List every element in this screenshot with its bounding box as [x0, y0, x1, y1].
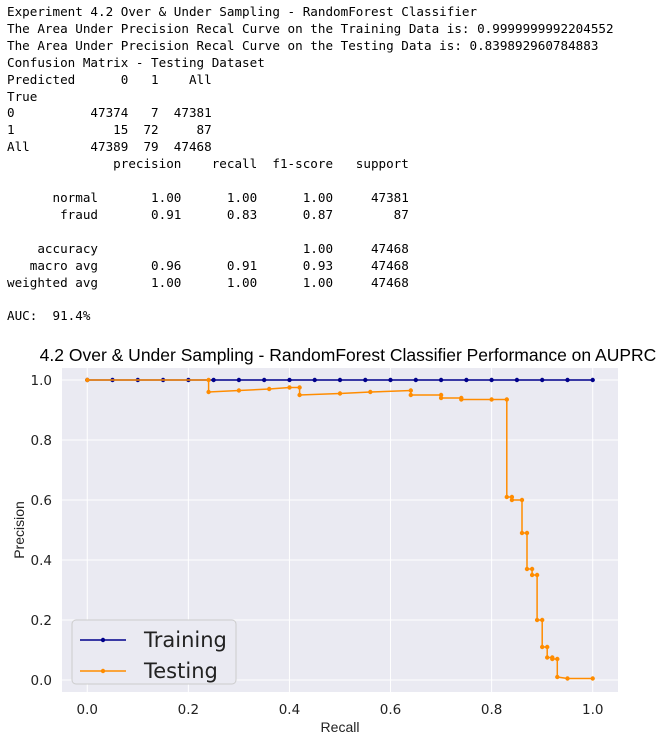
- console-line: macro avg 0.96 0.91 0.93 47468: [7, 257, 409, 273]
- console-line: 1 15 72 87: [7, 122, 212, 138]
- x-tick-label: 0.0: [77, 702, 98, 718]
- series-testing: [85, 377, 595, 681]
- console-output: Experiment 4.2 Over & Under Sampling - R…: [7, 4, 614, 325]
- data-point: [524, 566, 530, 572]
- data-point: [550, 656, 555, 662]
- legend-label: Training: [143, 628, 227, 652]
- data-point: [85, 377, 90, 383]
- data-point: [519, 530, 525, 536]
- data-point: [534, 617, 540, 623]
- data-point: [413, 377, 418, 383]
- tick-labels: 0.0 0.2 0.4 0.6 0.8 1.0 0.0 0.2 0.4 0.6 0.8 1.0: [31, 373, 604, 718]
- data-point: [534, 572, 540, 578]
- series-layer: [85, 377, 595, 681]
- data-point: [388, 377, 393, 383]
- data-point: [509, 497, 515, 503]
- data-point: [206, 377, 211, 383]
- data-point: [368, 389, 373, 395]
- data-point: [504, 494, 509, 500]
- console-line: normal 1.00 1.00 1.00 47381: [7, 189, 409, 205]
- data-point: [297, 392, 302, 398]
- console-line: AUC: 91.4%: [7, 308, 91, 324]
- x-tick-label: 0.2: [178, 702, 199, 718]
- y-tick-label: 0.4: [31, 553, 52, 569]
- data-point: [438, 395, 444, 401]
- data-point: [540, 644, 545, 650]
- x-axis-label: Recall: [321, 719, 360, 735]
- console-line: The Area Under Precision Recal Curve on …: [7, 20, 614, 36]
- data-point: [529, 572, 535, 578]
- console-line: fraud 0.91 0.83 0.87 87: [7, 206, 409, 222]
- data-point: [236, 377, 242, 383]
- data-point: [519, 497, 525, 503]
- data-point: [565, 676, 570, 681]
- data-point: [297, 385, 302, 390]
- data-point: [464, 377, 469, 383]
- console-line: True: [7, 88, 38, 104]
- data-point: [206, 389, 211, 395]
- x-tick-label: 0.8: [481, 702, 502, 718]
- data-point: [337, 377, 343, 383]
- pr-curve-chart: 4.2 Over & Under Sampling - RandomForest…: [11, 345, 657, 735]
- console-line: Experiment 4.2 Over & Under Sampling - R…: [7, 4, 478, 19]
- y-axis-label: Precision: [11, 501, 27, 559]
- data-point: [287, 377, 292, 383]
- data-point: [459, 397, 464, 402]
- data-point: [529, 566, 535, 572]
- data-point: [312, 377, 317, 383]
- legend: Training Testing: [71, 619, 237, 685]
- data-point: [211, 377, 216, 383]
- data-point: [408, 392, 413, 398]
- console-line: accuracy 1.00 47468: [7, 240, 409, 256]
- data-point: [540, 377, 545, 383]
- data-point: [545, 655, 550, 660]
- data-point: [524, 530, 530, 536]
- data-point: [337, 391, 343, 396]
- data-point: [236, 388, 242, 393]
- console-line: precision recall f1-score support: [7, 156, 409, 172]
- data-point: [489, 377, 494, 383]
- console-line: The Area Under Precision Recal Curve on …: [7, 37, 599, 53]
- data-point: [438, 377, 444, 383]
- console-line: weighted avg 1.00 1.00 1.00 47468: [7, 274, 409, 290]
- data-point: [565, 377, 570, 383]
- data-point: [514, 377, 520, 383]
- chart-title: 4.2 Over & Under Sampling - RandomForest…: [40, 345, 657, 365]
- legend-marker: [100, 637, 106, 643]
- data-point: [540, 617, 545, 623]
- x-tick-label: 0.4: [279, 702, 300, 718]
- x-tick-label: 1.0: [582, 702, 603, 718]
- legend-marker: [100, 668, 106, 674]
- y-tick-label: 0.0: [31, 673, 52, 689]
- x-tick-label: 0.6: [380, 702, 401, 718]
- console-line: Confusion Matrix - Testing Dataset: [7, 54, 265, 70]
- data-point: [590, 676, 595, 681]
- data-point: [267, 386, 272, 392]
- data-point: [555, 656, 560, 662]
- legend-box: [71, 619, 237, 685]
- data-point: [590, 377, 595, 383]
- data-point: [363, 377, 368, 383]
- y-tick-label: 0.6: [31, 493, 52, 509]
- data-point: [287, 385, 292, 390]
- console-line: 0 47374 7 47381: [7, 105, 212, 121]
- console-line: All 47389 79 47468: [7, 139, 212, 155]
- y-tick-label: 0.8: [31, 433, 52, 449]
- y-tick-label: 1.0: [31, 373, 52, 389]
- legend-label: Testing: [143, 659, 218, 683]
- console-line: Predicted 0 1 All: [7, 71, 212, 87]
- data-point: [555, 674, 560, 680]
- data-point: [545, 644, 550, 650]
- y-tick-label: 0.2: [31, 613, 52, 629]
- data-point: [504, 397, 509, 402]
- data-point: [489, 397, 494, 402]
- data-point: [408, 388, 413, 393]
- data-point: [262, 377, 267, 383]
